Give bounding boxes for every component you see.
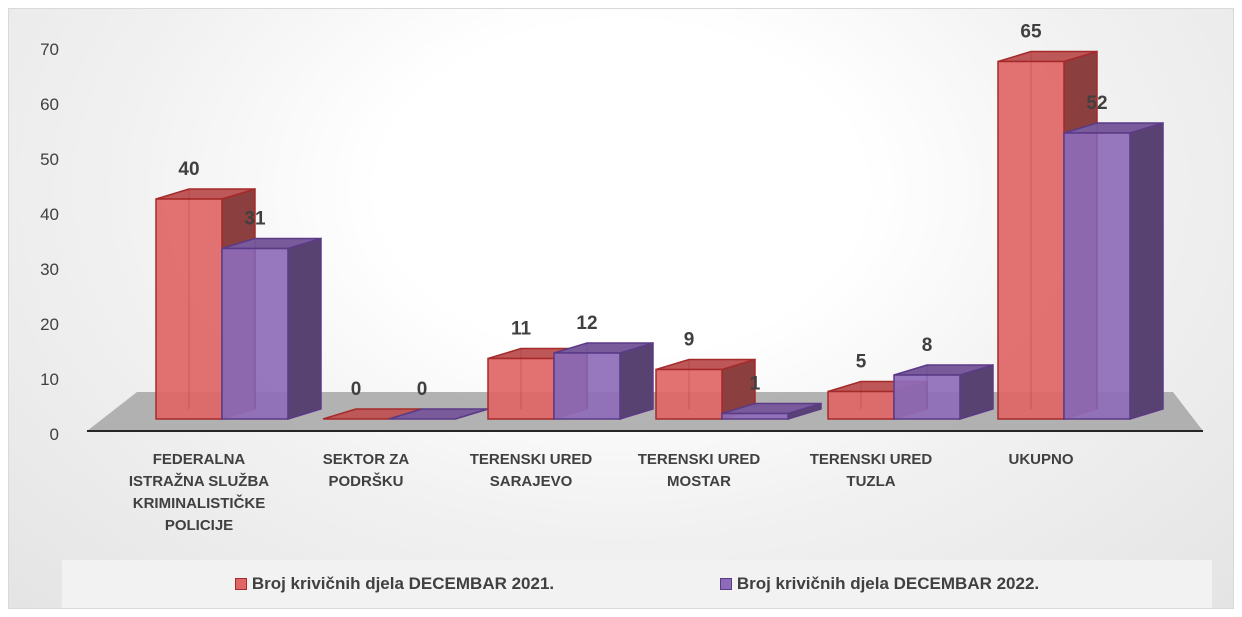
data-label-1-4: 9 [684,330,695,351]
data-label-1-5: 5 [856,352,867,373]
data-label-1-2: 0 [351,379,362,400]
data-labels: 40 31 0 0 11 12 9 1 5 8 65 52 [178,22,1107,401]
data-label-2-6: 52 [1086,93,1107,114]
bar-2-5 [893,363,994,421]
bar-chart-3d: 0 10 20 30 40 50 60 70 40 31 0 0 11 12 9 1 5 8 65 52 FEDER… [40,22,1203,534]
x-axis-categories: FEDERALNA ISTRAŽNA SLUŽBA KRIMINALISTIČKE P… [129,451,1074,534]
data-label-1-1: 40 [178,159,199,180]
bar-2-6 [1063,121,1164,421]
bar-2-4 [721,402,822,421]
data-label-2-5: 8 [922,335,933,356]
y-tick-label: 50 [40,150,59,169]
data-label-1-6: 65 [1020,22,1042,43]
legend-item-series-2: Broj krivičnih djela DECEMBAR 2022. [719,574,1040,594]
x-tick-label: FEDERALNA ISTRAŽNA SLUŽBA KRIMINALISTIČKE P… [129,451,269,534]
x-tick-label: UKUPNO [1008,451,1073,468]
legend-label-series-2: Broj krivičnih djela DECEMBAR 2022. [736,574,1040,593]
bar-2-1 [221,237,322,421]
y-axis: 0 10 20 30 40 50 60 70 [40,40,59,444]
y-tick-label: 20 [40,315,59,334]
x-tick-label: TERENSKI URED TUZLA [810,451,933,490]
bar-1-4 [655,358,756,421]
y-tick-label: 10 [40,370,59,389]
x-tick-label: TERENSKI URED MOSTAR [638,451,761,490]
y-tick-label: 30 [40,260,59,279]
legend: Broj krivičnih djela DECEMBAR 2021. Broj… [62,560,1212,608]
bars [155,50,1164,421]
legend-swatch-series-1 [234,578,247,590]
bar-2-3 [553,341,654,421]
y-tick-label: 0 [50,425,59,444]
chart-area: 0 10 20 30 40 50 60 70 40 31 0 0 11 12 9 1 5 8 65 52 FEDER… [8,8,1234,609]
legend-item-series-1: Broj krivičnih djela DECEMBAR 2021. [234,574,555,594]
data-label-2-1: 31 [244,209,266,230]
data-label-2-4: 1 [750,374,761,395]
data-label-1-3: 11 [511,319,532,340]
legend-label-series-1: Broj krivičnih djela DECEMBAR 2021. [251,574,555,593]
data-label-2-3: 12 [576,313,597,334]
y-tick-label: 40 [40,205,59,224]
x-tick-label: SEKTOR ZA PODRŠKU [323,451,410,490]
data-label-2-2: 0 [417,379,428,400]
y-tick-label: 70 [40,40,59,59]
y-tick-label: 60 [40,95,59,114]
legend-swatch-series-2 [719,578,732,590]
x-tick-label: TERENSKI URED SARAJEVO [470,451,593,490]
